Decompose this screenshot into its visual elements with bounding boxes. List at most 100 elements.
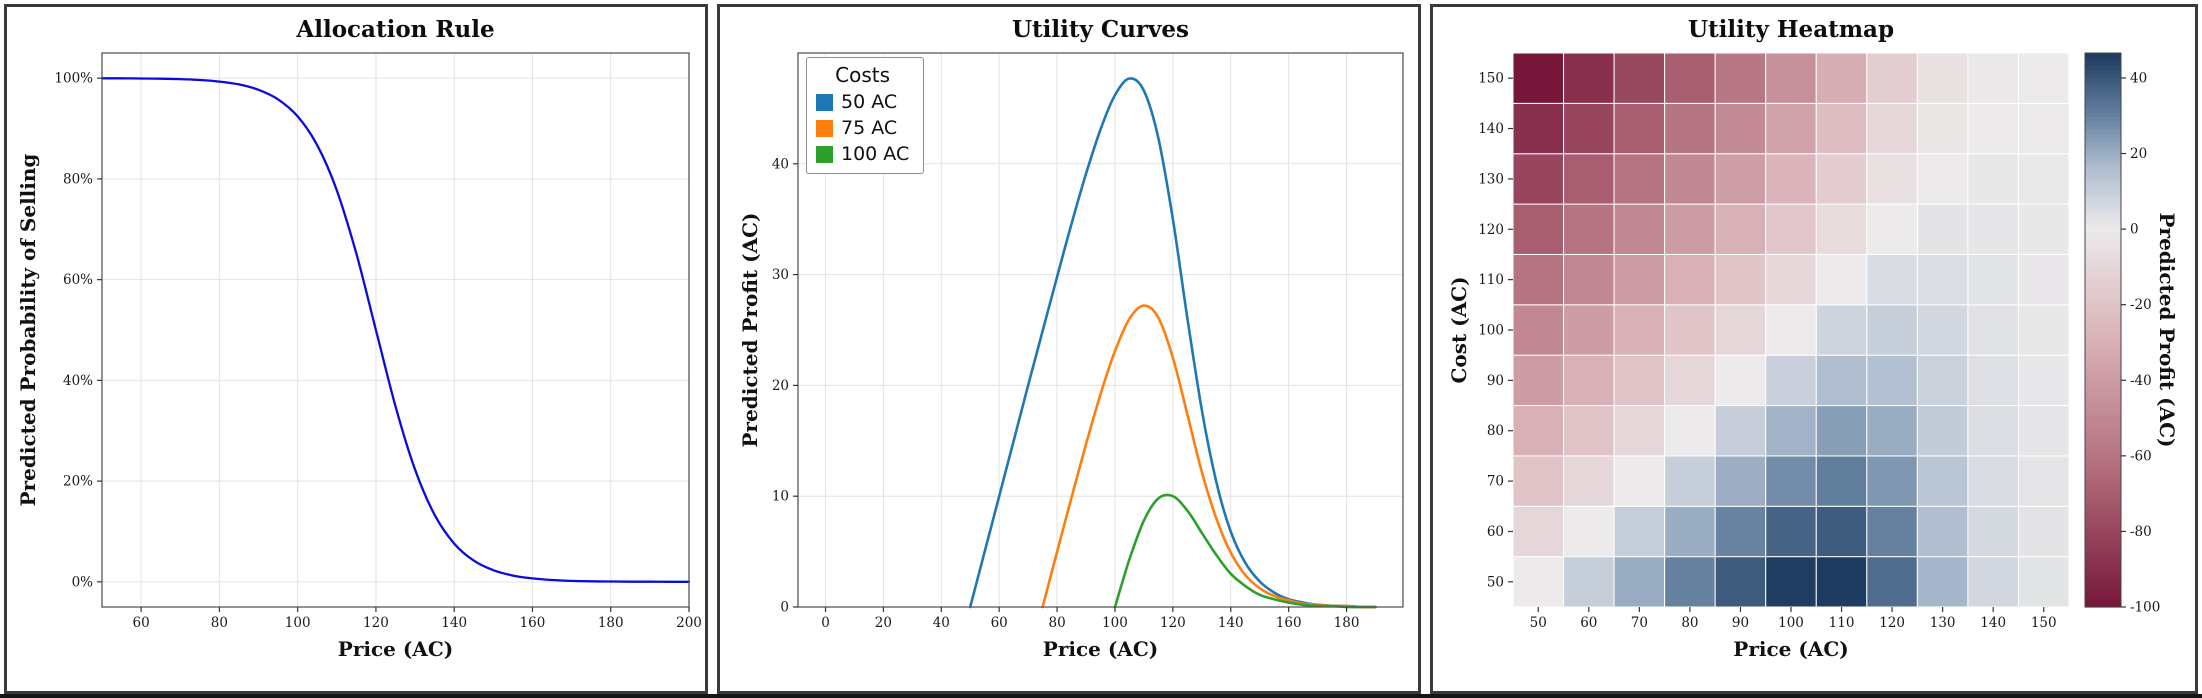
colorbar-segment	[2085, 334, 2121, 340]
colorbar-segment	[2085, 517, 2121, 523]
panel-allocation-rule: 60 80 100 120 140 160 180 200 0% 20% 40% 60% 80% 100%…	[4, 4, 708, 694]
x-tick-label: 160	[520, 615, 546, 631]
heatmap-cell	[1714, 455, 1767, 507]
x-tick-label: 100	[1102, 615, 1128, 631]
heatmap-cell	[1563, 405, 1615, 457]
heatmap-cell	[1664, 153, 1716, 205]
colorbar-segment	[2085, 364, 2121, 369]
heatmap-cell	[1916, 203, 1969, 255]
colorbar-segment	[2085, 189, 2121, 195]
heatmap-cell	[1765, 505, 1817, 558]
colorbar-segment	[2085, 104, 2121, 109]
profit-curve-100-ac	[1113, 493, 1377, 609]
colorbar-segment	[2085, 210, 2121, 216]
y-tick-label: 100%	[54, 71, 93, 87]
x-tick-label: 180	[1334, 615, 1360, 631]
colorbar-segment	[2085, 249, 2121, 254]
heatmap-cell	[1563, 102, 1615, 155]
colorbar-segment	[2085, 146, 2121, 152]
colorbar-segment	[2085, 428, 2121, 433]
colorbar-segment	[2085, 347, 2121, 352]
heatmap-title: Utility Heatmap	[1687, 16, 1895, 43]
heatmap-cell	[1664, 354, 1716, 407]
heatmap-cell	[2017, 102, 2070, 155]
heatmap-cell	[1613, 556, 1666, 608]
colorbar-segment	[2085, 214, 2121, 220]
colorbar-segment	[2085, 193, 2121, 199]
colorbar-segment	[2085, 457, 2121, 463]
colorbar-segment	[2085, 244, 2121, 250]
heatmap-cell	[1664, 52, 1716, 104]
heatmap-cell	[1815, 304, 1868, 356]
colorbar-segment	[2085, 602, 2121, 608]
x-tick-label: 150	[2031, 615, 2057, 631]
heatmap-cell	[1613, 102, 1666, 155]
colorbar-segment	[2085, 551, 2121, 557]
heatmap-cell	[1815, 102, 1868, 155]
heatmap-cell	[1613, 304, 1666, 356]
heatmap-axes: 50 60 70 80 90 100 110 120 130 140 150 50 60 70 80 90 10…	[1478, 71, 2056, 631]
x-tick-label: 80	[1048, 615, 1065, 631]
heatmap-cell	[1714, 405, 1767, 457]
heatmap-cell	[1664, 405, 1716, 457]
heatmap-cell	[1765, 203, 1817, 255]
heatmap-cell	[1765, 304, 1817, 356]
colorbar-segment	[2085, 108, 2121, 114]
colorbar-segment	[2085, 185, 2121, 190]
x-tick-label: 140	[441, 615, 467, 631]
colorbar-segment	[2085, 138, 2121, 144]
colorbar-segment	[2085, 572, 2121, 578]
axes: 0 20 40 60 80 100 120 140 160 180 0 10 20 30 40	[772, 52, 1404, 631]
colorbar-segment	[2085, 483, 2121, 489]
x-tick-label: 80	[1681, 615, 1698, 631]
legend-swatch	[816, 93, 833, 111]
heatmap-cell	[1765, 455, 1817, 507]
colorbar-segment	[2085, 266, 2121, 271]
heatmap-cell	[1967, 203, 2019, 255]
heatmap-cell	[1512, 153, 1565, 205]
colorbar-segment	[2085, 65, 2121, 71]
heatmap-cell	[2017, 354, 2070, 407]
heatmap-cell	[1563, 52, 1615, 104]
heatmap-cell	[1664, 253, 1716, 306]
heatmap-cell	[1765, 405, 1817, 457]
heatmap-cell	[2017, 505, 2070, 558]
x-tick-label: 40	[933, 615, 950, 631]
y-tick-label: 130	[1478, 171, 1504, 187]
colorbar-segment	[2085, 491, 2121, 497]
colorbar-tick-label: 0	[2130, 222, 2139, 238]
heatmap-cell	[2017, 405, 2070, 457]
colorbar-tick-label: 40	[2130, 70, 2147, 86]
y-tick-label: 100	[1478, 323, 1504, 339]
colorbar-segment	[2085, 393, 2121, 399]
heatmap-cell	[1613, 405, 1666, 457]
heatmap-cell	[1714, 253, 1767, 306]
colorbar-segment	[2085, 168, 2121, 173]
legend-entry: 100 AC	[816, 143, 909, 165]
heatmap-cell	[1613, 253, 1666, 306]
heatmap-cell	[1815, 455, 1868, 507]
colorbar-segment	[2085, 308, 2121, 314]
heatmap-cell	[2017, 153, 2070, 205]
heatmap-cell	[1613, 455, 1666, 507]
colorbar-segment	[2085, 342, 2121, 348]
colorbar-segment	[2085, 526, 2121, 531]
heatmap-cell	[1714, 203, 1767, 255]
colorbar-segment	[2085, 504, 2121, 510]
colorbar-segment	[2085, 116, 2121, 122]
colorbar-segment	[2085, 95, 2121, 101]
colorbar-segment	[2085, 415, 2121, 421]
colorbar-segment	[2085, 423, 2121, 429]
colorbar-segment	[2085, 585, 2121, 591]
heatmap-cell	[1714, 304, 1767, 356]
heatmap-cell	[1714, 52, 1767, 104]
x-tick-label: 120	[1160, 615, 1186, 631]
colorbar: 40 20 0 -20 -40 -60 -80 -100	[2084, 52, 2160, 616]
y-tick-label: 0	[780, 600, 789, 616]
heatmap-cell	[1916, 455, 1969, 507]
colorbar-segment	[2085, 151, 2121, 156]
colorbar-segment	[2085, 543, 2121, 548]
colorbar-segment	[2085, 261, 2121, 267]
heatmap-cell	[1563, 203, 1615, 255]
axes: 60 80 100 120 140 160 180 200 0% 20% 40% 60% 80% 100%	[54, 52, 702, 631]
